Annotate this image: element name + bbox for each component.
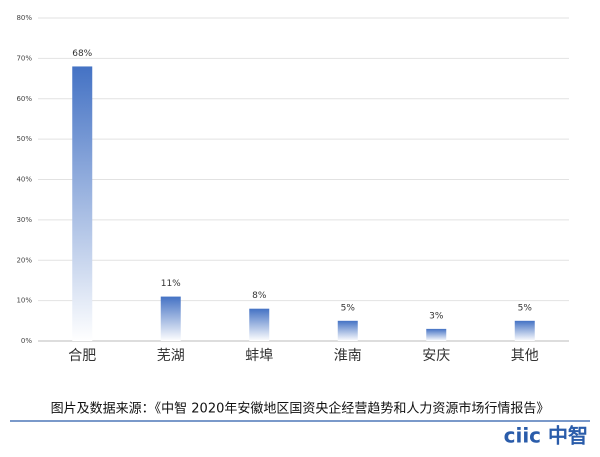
y-tick-label: 10% [16,297,32,305]
y-tick-label: 30% [16,216,32,224]
bar [426,328,447,341]
x-tick-label: 其他 [511,348,539,364]
value-label: 68% [72,49,92,59]
y-tick-label: 60% [16,95,32,103]
y-tick-label: 40% [16,176,32,184]
y-tick-label: 20% [16,256,32,264]
value-label: 5% [341,303,356,313]
bar [160,296,181,341]
value-label: 5% [518,303,533,313]
value-label: 8% [252,291,267,301]
y-tick-label: 50% [16,135,32,143]
y-tick-label: 70% [16,54,32,62]
value-label: 3% [429,311,444,321]
y-tick-label: 0% [21,337,32,345]
x-tick-label: 安庆 [422,348,450,364]
logo: ciic 中智 [504,424,588,448]
bar [337,320,358,341]
x-tick-label: 合肥 [68,348,96,364]
source-note: 图片及数据来源：《中智 2020年安徽地区国资央企经营趋势和人力资源市场行情报告… [51,401,550,417]
x-tick-label: 淮南 [334,348,362,364]
y-tick-label: 80% [16,14,32,22]
bar [72,66,93,341]
bar [249,308,270,341]
value-label: 11% [161,279,181,289]
x-tick-label: 蚌埠 [245,347,273,364]
x-tick-label: 芜湖 [157,347,185,364]
bar [514,320,535,341]
